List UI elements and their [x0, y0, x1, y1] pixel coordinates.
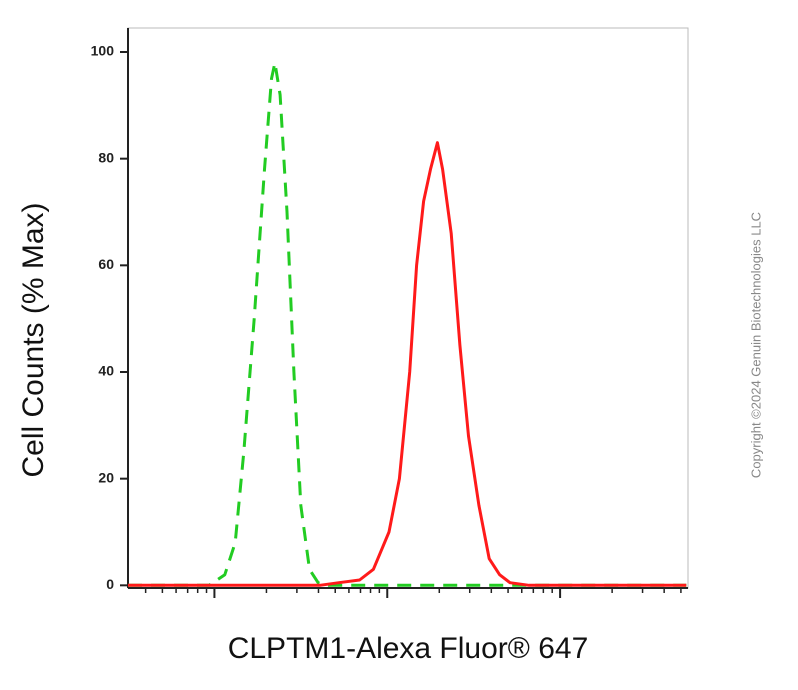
histogram-line [128, 141, 687, 587]
y-tick-label: 60 [98, 256, 114, 272]
y-tick-label: 40 [98, 363, 114, 379]
y-axis-label: Cell Counts (% Max) [17, 202, 50, 477]
histogram-line [128, 61, 687, 587]
y-tick-label: 100 [91, 43, 115, 59]
y-tick-label: 20 [98, 469, 114, 485]
plot-frame [127, 27, 689, 589]
y-tick-label: 0 [106, 576, 114, 592]
x-axis-label: CLPTM1-Alexa Fluor® 647 [228, 632, 589, 665]
copyright: Copyright ©2024 Genuin Biotechnologies L… [748, 212, 763, 478]
y-tick-label: 80 [98, 149, 114, 165]
